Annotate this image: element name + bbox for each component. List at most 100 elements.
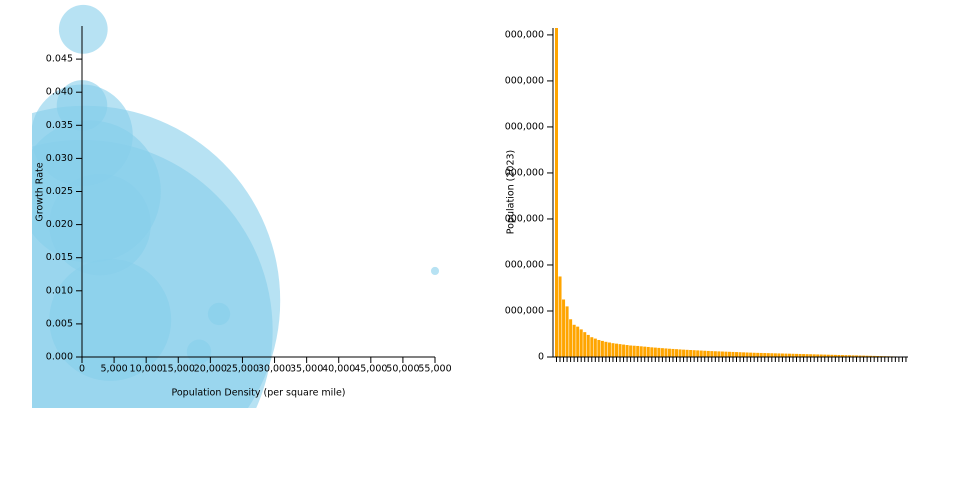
bar [773,353,777,357]
bar [735,352,739,357]
bar [724,351,728,357]
bar [682,349,686,357]
bar [766,353,770,357]
bar [572,324,576,357]
bar [671,348,675,357]
bubble [430,266,440,276]
x-tick-label: 5,000 [100,364,127,375]
bar [763,353,767,357]
y-axis-label: Population (2023) [506,150,517,235]
bar [759,352,763,357]
bar [597,339,601,357]
y-tick-label: 2,000,000 [496,259,544,270]
bar [618,344,622,357]
bar [837,354,841,357]
bar [706,350,710,357]
x-tick-label: 30,000 [258,364,291,375]
y-tick-label: 3,000,000 [496,213,544,224]
bar [692,350,696,357]
bar [569,319,573,357]
bar [798,353,802,357]
x-tick-label: 25,000 [226,364,259,375]
bar [865,355,869,357]
bar [851,355,855,357]
x-tick-label: 0 [79,364,85,375]
y-tick-label: 7,000,000 [496,29,544,40]
bar [742,352,746,357]
x-tick-label: 50,000 [386,364,419,375]
bar [657,347,661,357]
bar [805,354,809,357]
bar [615,343,619,357]
bar [696,350,700,357]
bar [752,352,756,357]
x-axis-label: Population Density (per square mile) [171,388,345,399]
bar [664,348,668,357]
bar [586,334,590,357]
y-tick-label: 0.030 [46,153,73,164]
y-axis-label: Growth Rate [35,162,46,221]
bar [784,353,788,357]
bar [876,355,880,357]
y-tick-label: 0.000 [46,352,73,363]
bar [625,345,629,357]
bar [823,354,827,357]
bar [840,355,844,357]
bar [660,348,664,357]
bar [699,350,703,357]
bar [812,354,816,357]
bubble [49,258,172,381]
bar [855,355,859,357]
bar [675,349,679,357]
bar [795,353,799,357]
bar [689,350,693,357]
bar [745,352,749,357]
bar [558,276,562,357]
bar [643,346,647,357]
bar [710,351,714,357]
bar [869,355,873,357]
bar [830,354,834,357]
bar-chart: 0 1,000,000 2,000,000 3,000,000 4,000,000 5,0… [496,28,908,363]
bar [833,354,837,357]
y-tick-label: 0.040 [46,87,73,98]
x-tick-label: 15,000 [162,364,195,375]
y-tick-label: 0.045 [46,54,73,65]
bar [749,352,753,357]
bar [872,355,876,357]
bar [809,354,813,357]
y-tick-label: 5,000,000 [496,121,544,132]
bar [590,337,594,357]
bar [727,351,731,357]
bar [622,344,626,357]
bar [844,355,848,357]
y-tick-label: 0.010 [46,285,73,296]
bar [826,354,830,357]
bar [802,354,806,357]
x-tick-label: 10,000 [130,364,163,375]
bar [607,342,611,357]
bar [685,349,689,357]
x-tick-label: 20,000 [194,364,227,375]
y-tick-label: 0.020 [46,219,73,230]
bar [636,345,640,357]
bar [667,348,671,357]
bar [555,28,559,357]
bar [756,352,760,357]
bar [819,354,823,357]
bar [604,341,608,357]
bar [583,332,587,357]
bar [629,345,633,357]
x-tick-label: 40,000 [322,364,355,375]
bar [816,354,820,357]
y-tick-label: 0 [538,352,544,363]
bar [847,355,851,357]
scatter-chart: 0.000 0.005 0.010 0.015 0.020 0.025 0.030 0.035… [32,4,452,408]
bar [593,338,597,357]
bar [565,306,569,357]
bar [770,353,774,357]
bar [650,347,654,357]
bar [731,351,735,357]
bar [562,299,566,357]
